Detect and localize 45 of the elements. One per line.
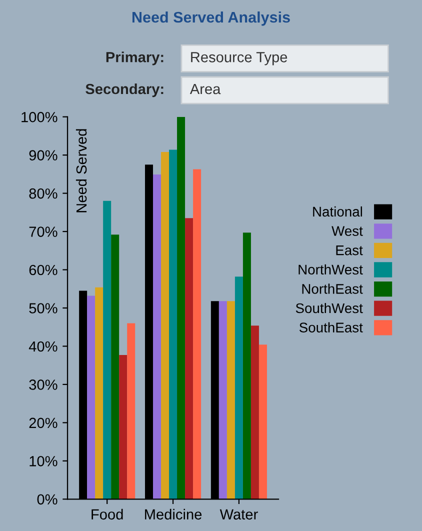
bar xyxy=(250,326,259,500)
x-tick-label: Food xyxy=(92,508,123,520)
bar xyxy=(95,287,104,500)
y-tick-label: 10% xyxy=(30,456,58,466)
legend-label: SouthWest xyxy=(296,302,363,314)
bar xyxy=(234,276,243,500)
bar xyxy=(185,218,194,500)
y-tick-label: 20% xyxy=(29,418,58,428)
y-tick-label: 80% xyxy=(29,188,58,199)
bar xyxy=(153,174,162,500)
legend-label: NorthWest xyxy=(298,264,363,275)
bar xyxy=(127,323,136,500)
text: Area xyxy=(190,84,221,94)
legend-label: NorthEast xyxy=(302,284,363,294)
bar xyxy=(218,301,227,500)
legend-label: West xyxy=(332,226,363,236)
text: Secondary: xyxy=(86,83,164,98)
y-tick-label: 0% xyxy=(37,494,58,505)
bar xyxy=(161,152,170,500)
x-tick-label: Medicine xyxy=(145,508,202,520)
text: Primary: xyxy=(106,52,164,66)
legend-label: National xyxy=(313,206,362,217)
bar xyxy=(119,355,128,500)
bar xyxy=(169,150,178,500)
y-tick-label: 90% xyxy=(29,150,58,160)
chart-title: Need Served Analysis xyxy=(132,11,290,26)
y-axis-title: Need Served xyxy=(76,129,87,212)
bar xyxy=(103,200,112,500)
bar xyxy=(111,234,120,500)
bar xyxy=(226,301,235,500)
bar xyxy=(258,344,267,500)
x-tick-label: Water xyxy=(220,509,258,520)
legend-label: East xyxy=(336,246,363,256)
bar xyxy=(242,232,251,500)
bar xyxy=(177,116,186,500)
legend-label: SouthEast xyxy=(299,322,363,332)
y-tick-label: 30% xyxy=(29,380,58,390)
bar xyxy=(193,169,202,500)
y-tick-label: 70% xyxy=(29,226,58,237)
text: Resource Type xyxy=(191,52,288,66)
y-tick-label: 40% xyxy=(28,341,58,352)
bar xyxy=(87,296,96,500)
y-tick-label: 60% xyxy=(29,264,58,276)
y-tick-label: 100% xyxy=(22,112,58,122)
y-tick-label: 50% xyxy=(29,303,58,314)
